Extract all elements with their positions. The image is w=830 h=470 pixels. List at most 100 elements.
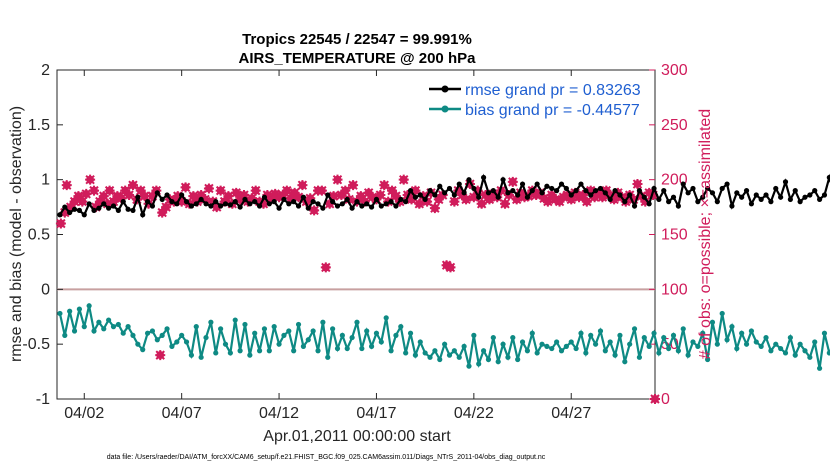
obs-assimilated-marker	[554, 196, 565, 207]
bias-point	[271, 324, 277, 330]
obs-assimilated-marker	[108, 196, 119, 207]
rmse-point	[349, 205, 355, 211]
bias-point	[631, 326, 638, 332]
bias-point	[661, 334, 667, 341]
rmse-point	[368, 204, 375, 210]
bias-point	[101, 326, 107, 332]
obs-assimilated-marker	[85, 174, 96, 185]
bias-point	[519, 339, 526, 345]
obs-assimilated-marker	[69, 196, 80, 207]
obs-assimilated-marker	[597, 192, 608, 203]
rmse-point	[812, 188, 818, 194]
bias-point	[612, 352, 618, 358]
obs-assimilated-marker	[277, 190, 288, 201]
bias-point	[446, 352, 453, 358]
bias-point	[378, 339, 384, 345]
rmse-point	[261, 194, 268, 200]
bias-point	[252, 330, 258, 336]
bias-point	[144, 330, 151, 336]
obs-assimilated-marker	[124, 190, 135, 201]
rmse-point	[588, 192, 594, 198]
y-tick-label: -0.5	[22, 336, 50, 353]
obs-assimilated-marker	[320, 262, 331, 273]
rmse-point	[403, 199, 409, 205]
obs-assimilated-marker	[558, 192, 569, 203]
rmse-point	[773, 185, 779, 192]
obs-assimilated-marker	[550, 194, 561, 205]
bias-point	[300, 343, 307, 349]
rmse-point	[169, 199, 175, 205]
bias-point	[169, 343, 175, 349]
obs-assimilated-marker	[211, 202, 222, 213]
rmse-point	[115, 207, 121, 213]
obs-assimilated-marker	[605, 190, 616, 201]
bias-point	[539, 341, 545, 347]
rmse-point	[96, 205, 102, 211]
legend: rmse grand pr = 0.83263 bias grand pr = …	[424, 78, 649, 120]
bias-point	[714, 341, 720, 347]
obs-assimilated-marker	[180, 182, 191, 193]
bias-point	[729, 324, 735, 330]
bias-point	[373, 330, 380, 336]
rmse-point	[641, 194, 647, 200]
obs-assimilated-marker	[484, 194, 495, 205]
rmse-point	[242, 196, 248, 203]
obs-assimilated-marker	[418, 191, 429, 202]
rmse-point	[344, 196, 350, 203]
rmse-point	[617, 192, 623, 198]
bias-point	[524, 348, 531, 354]
obs-assimilated-marker	[355, 191, 366, 202]
bias-point	[666, 345, 672, 352]
rmse-point	[140, 212, 146, 218]
bias-point	[174, 339, 180, 345]
bias-point	[588, 332, 594, 338]
obs-assimilated-marker	[98, 191, 109, 202]
obs-assimilated-marker	[519, 192, 530, 203]
obs-assimilated-marker	[500, 198, 511, 209]
rmse-point	[237, 204, 243, 210]
legend-rmse-label: rmse grand pr = 0.83263	[465, 82, 641, 99]
bias-point	[451, 348, 457, 354]
rmse-point	[62, 204, 68, 210]
obs-assimilated-marker	[203, 183, 214, 194]
rmse-point	[91, 207, 97, 213]
rmse-point	[247, 201, 253, 207]
rmse-point	[568, 192, 574, 198]
rmse-point	[354, 199, 360, 205]
bias-point	[471, 332, 477, 338]
rmse-point	[778, 194, 784, 200]
obs-assimilated-marker	[476, 198, 487, 209]
rmse-point	[743, 188, 750, 194]
legend-rmse-marker	[441, 85, 449, 93]
rmse-point	[208, 203, 214, 209]
bias-point	[797, 341, 803, 347]
rmse-point	[466, 177, 472, 183]
obs-assimilated-marker	[628, 194, 639, 205]
legend-bias-marker	[441, 105, 449, 113]
rmse-point	[782, 179, 789, 185]
rmse-point	[704, 185, 711, 192]
bias-point	[719, 310, 725, 317]
bias-point	[295, 321, 302, 328]
obs-assimilated-marker	[464, 179, 475, 190]
rmse-point	[666, 199, 672, 205]
obs-assimilated-marker	[73, 191, 84, 202]
rmse-point	[724, 181, 730, 187]
rmse-point	[675, 203, 681, 209]
obs-assimilated-marker	[120, 185, 131, 196]
bias-point	[583, 350, 589, 356]
bias-point	[412, 352, 419, 358]
rmse-point	[768, 199, 774, 205]
rmse-point	[700, 194, 706, 200]
obs-assimilated-marker	[390, 191, 401, 202]
bias-point	[422, 350, 428, 356]
obs-assimilated-marker	[589, 192, 600, 203]
bias-point	[388, 348, 394, 354]
obs-assimilated-marker	[437, 190, 448, 201]
bias-point	[407, 330, 414, 336]
obs-assimilated-marker	[155, 350, 166, 361]
bias-point	[330, 326, 336, 332]
obs-assimilated-marker	[332, 174, 343, 185]
bias-point	[466, 363, 472, 369]
bias-point	[427, 354, 433, 360]
